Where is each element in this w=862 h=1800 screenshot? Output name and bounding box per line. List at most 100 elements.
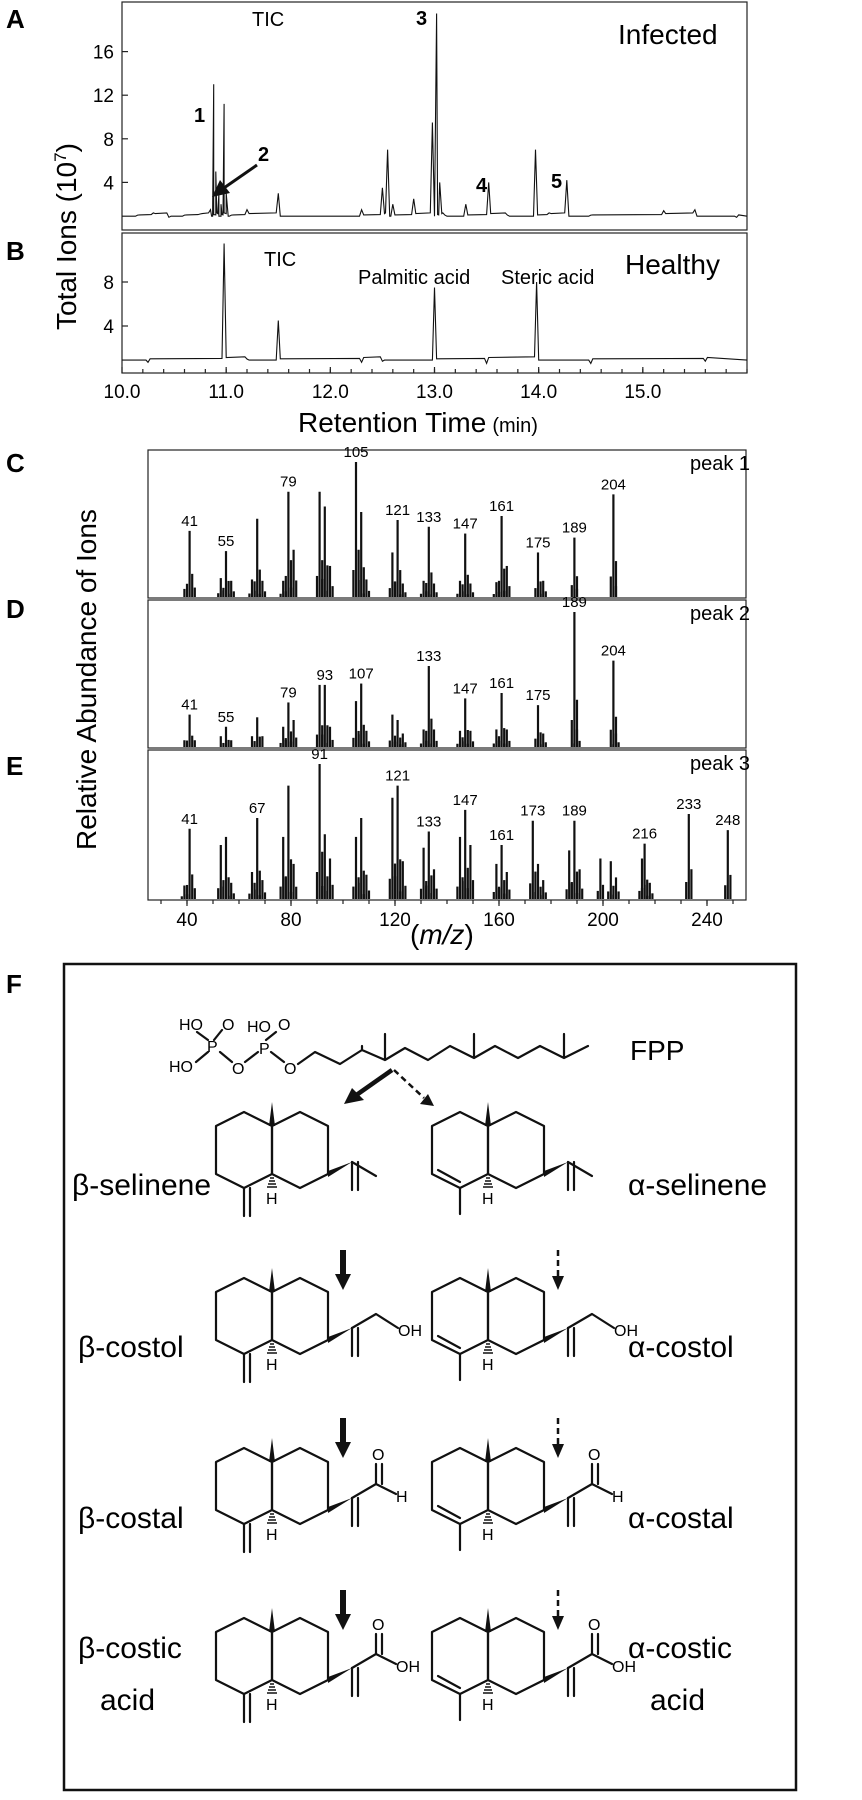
atom-oh: OH <box>398 1323 422 1340</box>
panel-f-label: F <box>6 969 22 999</box>
methyl-wedge <box>269 1268 275 1292</box>
ms-peak-label: 79 <box>280 684 297 701</box>
sidechain-methylene <box>350 1326 360 1358</box>
y-tick-label-16: 16 <box>93 43 114 64</box>
x-tick-label-12: 12.0 <box>312 382 349 403</box>
sidechain-acid <box>350 1632 398 1670</box>
ms-y-axis-label: Relative Abundance of Ions <box>71 509 102 850</box>
sidechain-wedge <box>544 1162 568 1177</box>
fpp-o-bridge: O <box>232 1061 244 1078</box>
y-tick-label-8: 8 <box>103 130 114 151</box>
ms-peak-label: 93 <box>316 667 333 684</box>
ring-right <box>486 1446 546 1526</box>
ring-right <box>486 1110 546 1190</box>
peak-label-4: 4 <box>476 175 488 197</box>
ms-peak-label: 175 <box>525 687 550 704</box>
y-tick-label-8: 8 <box>103 273 114 294</box>
ms-peak-label: 161 <box>489 827 514 844</box>
atom-oh: OH <box>614 1323 638 1340</box>
fpp-structure: HO HO P O O HO P O O <box>169 1017 590 1078</box>
panel-a-trace <box>122 13 748 219</box>
peak-2-arrow <box>220 163 258 192</box>
sidechain-methylene <box>350 1496 360 1528</box>
ms-peak-label: 107 <box>349 666 374 683</box>
panel-c-label: C <box>6 448 25 478</box>
panel-d-frame <box>147 599 747 749</box>
beta-structure-2: H OH <box>214 1268 422 1384</box>
exo-methylene <box>242 1186 252 1218</box>
exo-methylene <box>242 1352 252 1384</box>
methyl-wedge <box>485 1268 491 1292</box>
atom-oh: OH <box>612 1659 636 1676</box>
panel-d-label: D <box>6 594 25 624</box>
x-tick-label-15: 15.0 <box>624 382 661 403</box>
panel-c-frame <box>147 449 747 599</box>
ms-peak-label: 105 <box>343 444 368 461</box>
ms-peak-label: 147 <box>453 516 478 533</box>
alpha-structure-2: H OH <box>430 1268 638 1382</box>
sidechain-wedge <box>544 1328 568 1343</box>
atom-h: H <box>266 1527 278 1544</box>
ms-peak-label: 204 <box>601 643 626 660</box>
ms-peak-label: 55 <box>218 533 235 550</box>
annotation-steric-acid: Steric acid <box>501 267 594 289</box>
ring-left <box>214 1110 274 1190</box>
ms-peak-label: 189 <box>562 520 587 537</box>
methyl-wedge <box>485 1102 491 1126</box>
ms-x-tick-label-120: 120 <box>379 910 411 931</box>
ms-peak-label: 161 <box>489 675 514 692</box>
beta-arrows <box>335 1250 351 1630</box>
beta-selinene-label: β-selinene <box>72 1169 211 1202</box>
atom-h: H <box>266 1357 278 1374</box>
sidechain-wedge <box>328 1162 352 1177</box>
arrow-to-alpha <box>393 1069 425 1099</box>
ms-peak-label: 133 <box>416 648 441 665</box>
ms-peak-label: 91 <box>311 746 328 763</box>
methyl-wedge <box>269 1102 275 1126</box>
panel-a-frame <box>121 1 748 231</box>
ms-peak-label: 248 <box>715 812 740 829</box>
y-tick-label-4: 4 <box>103 317 114 338</box>
ms-peak-label: 216 <box>632 826 657 843</box>
beta-structure-3: H O H <box>214 1438 408 1554</box>
sidechain-aldehyde <box>350 1462 398 1500</box>
panel-a-tic-title: TIC <box>252 9 284 31</box>
arrowhead-to-alpha <box>420 1094 434 1106</box>
methyl-wedge <box>269 1438 275 1462</box>
ms-peak-label: 121 <box>385 502 410 519</box>
ms-peak-label: 147 <box>453 680 478 697</box>
sidechain-wedge <box>328 1668 352 1683</box>
panel-b-trace <box>122 243 748 365</box>
fpp-o-3: O <box>284 1061 296 1078</box>
peak-label-3: 3 <box>416 8 427 30</box>
beta-structure-1: H <box>214 1102 378 1218</box>
panel-e-label: E <box>6 751 23 781</box>
x-tick-label-14: 14.0 <box>520 382 557 403</box>
ms-peak-label: 204 <box>601 476 626 493</box>
fpp-o-1: O <box>222 1017 234 1034</box>
panel-b-label: B <box>6 236 25 266</box>
sidechain-ch2 <box>566 1312 616 1330</box>
alpha-costal-label: α-costal <box>628 1502 734 1535</box>
ms-peak-label: 41 <box>181 513 198 530</box>
ms-peak-label: 121 <box>385 768 410 785</box>
exo-methylene <box>242 1522 252 1554</box>
sidechain-methyl <box>566 1160 594 1178</box>
arrowhead-to-beta <box>344 1088 364 1104</box>
sidechain-aldehyde <box>566 1462 614 1500</box>
ms-peak-label: 147 <box>453 792 478 809</box>
methyl-wedge <box>485 1438 491 1462</box>
atom-o: O <box>372 1447 384 1464</box>
sidechain-ch2 <box>350 1312 400 1330</box>
beta-costic-label-2: acid <box>100 1684 155 1717</box>
panel-c-title: peak 1 <box>690 453 750 475</box>
ring-left <box>214 1446 274 1526</box>
alpha-costol-label: α-costol <box>628 1331 734 1364</box>
sidechain-acid <box>566 1632 614 1670</box>
x-tick-label-10: 10.0 <box>104 382 141 403</box>
sidechain-methylene <box>566 1326 576 1358</box>
ms-peak-label: 189 <box>562 594 587 611</box>
atom-h: H <box>482 1191 494 1208</box>
panel-e-sticks: 41 67 91 121 133 147 161 173 189 216 233 248 <box>180 746 740 899</box>
